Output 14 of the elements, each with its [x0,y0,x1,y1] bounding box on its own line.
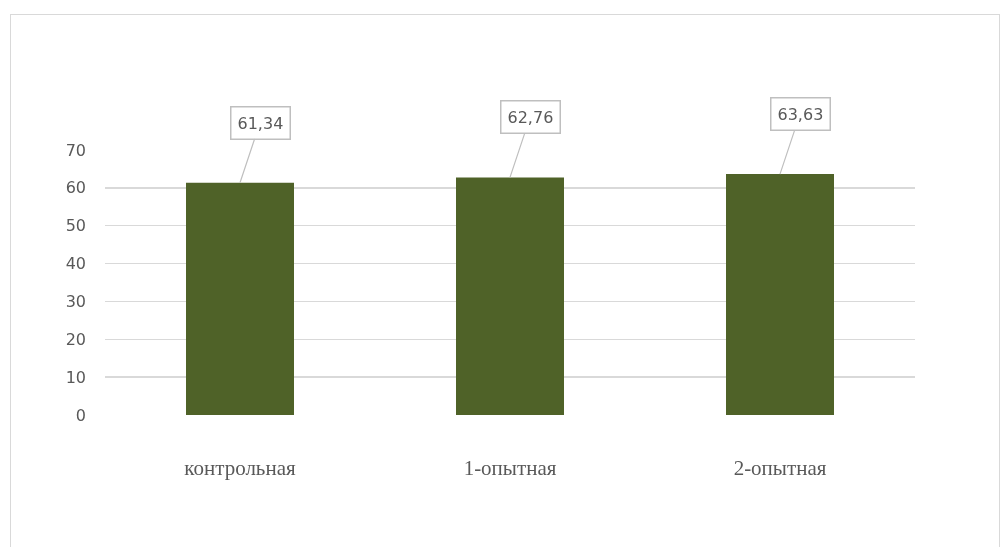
y-tick-label: 30 [65,292,86,312]
y-tick-label: 40 [65,254,86,274]
y-tick-label: 70 [65,140,86,160]
y-tick-label: 10 [65,367,86,387]
y-tick-label: 50 [65,216,86,236]
data-label: 61,34 [237,113,284,133]
data-label: 62,76 [507,107,554,127]
y-tick-label: 0 [75,405,86,425]
x-tick-label: 2-опытная [733,456,827,480]
x-tick-label: контрольная [184,456,296,480]
data-label: 63,63 [777,104,824,124]
x-tick-label: 1-опытная [463,456,557,480]
y-tick-label: 60 [65,178,86,198]
y-tick-label: 20 [65,329,86,349]
